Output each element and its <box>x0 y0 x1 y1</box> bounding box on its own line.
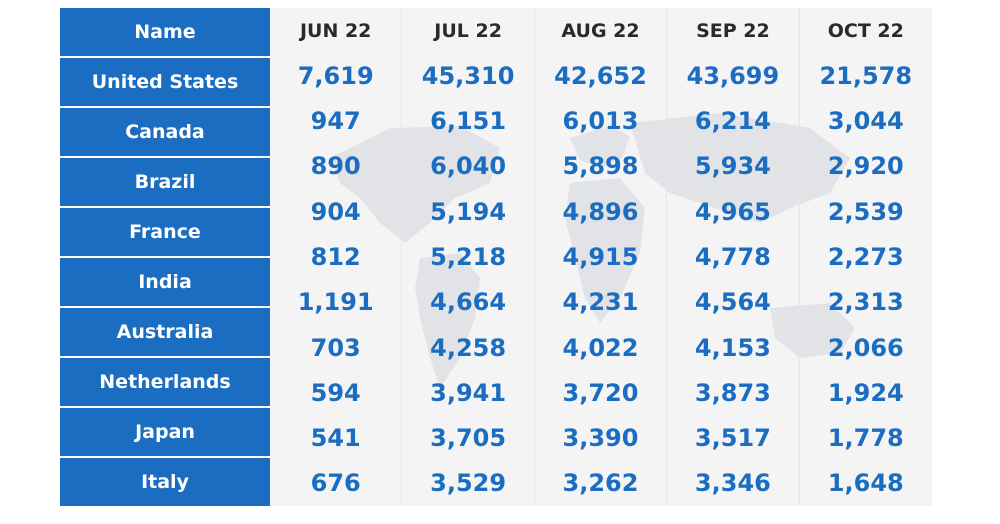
data-table: Name United States Canada Brazil France … <box>60 8 932 508</box>
value-cell: 1,648 <box>827 469 904 498</box>
value-cell: 3,720 <box>535 370 668 416</box>
value-cell: 890 <box>270 143 403 190</box>
value-cell: 4,564 <box>667 279 800 325</box>
value-cell: 4,258 <box>402 324 535 371</box>
value-cell: 3,390 <box>535 415 668 461</box>
month-header: JUL 22 <box>402 8 535 54</box>
value-cell: 904 <box>270 189 403 235</box>
value-cell: 3,517 <box>667 415 800 461</box>
value-cell: 4,153 <box>667 324 800 371</box>
value-cell: 6,013 <box>535 98 668 144</box>
value-cell: 2,920 <box>827 152 904 181</box>
value-cell: 2,066 <box>827 333 904 362</box>
value-cell: 6,151 <box>402 98 535 144</box>
value-cell: 3,873 <box>667 370 800 416</box>
row-name: United States <box>60 58 270 106</box>
value-cell: 3,941 <box>402 370 535 416</box>
value-cell: 947 <box>270 98 403 144</box>
data-area: JUN 22 JUL 22 AUG 22 SEP 22 OCT 22 7,619 45,31… <box>270 8 932 506</box>
value-cell: 42,652 <box>535 53 668 99</box>
values-grid: JUN 22 JUL 22 AUG 22 SEP 22 OCT 22 7,619 45,31… <box>270 8 932 506</box>
value-cell: 4,896 <box>535 189 668 235</box>
value-cell: 3,262 <box>535 460 668 506</box>
name-header: Name <box>60 8 270 56</box>
value-cell: 6,214 <box>667 98 800 144</box>
value-cell: 1,924 <box>827 378 904 407</box>
row-name: Netherlands <box>60 358 270 406</box>
value-cell: 21,578 <box>819 61 913 90</box>
row-name: Japan <box>60 408 270 456</box>
world-map-background <box>330 113 855 388</box>
value-cell: 4,915 <box>535 234 668 280</box>
value-cell: 3,346 <box>667 460 800 506</box>
value-cell: 6,040 <box>402 143 535 190</box>
value-cell: 4,231 <box>535 279 668 325</box>
month-header: OCT 22 <box>827 19 904 42</box>
value-cell: 541 <box>270 415 403 461</box>
value-cell: 7,619 <box>270 53 403 99</box>
month-header: SEP 22 <box>667 8 800 54</box>
value-cell: 2,313 <box>827 288 904 317</box>
value-cell: 4,022 <box>535 324 668 371</box>
value-cell: 4,664 <box>402 279 535 325</box>
value-cell: 2,539 <box>827 197 904 226</box>
value-cell: 812 <box>270 234 403 280</box>
value-cell: 4,778 <box>667 234 800 280</box>
month-header: JUN 22 <box>270 8 403 54</box>
row-name: Canada <box>60 108 270 156</box>
row-name: Australia <box>60 308 270 356</box>
value-cell: 594 <box>270 370 403 416</box>
row-name: India <box>60 258 270 306</box>
value-cell: 1,778 <box>827 424 904 453</box>
value-cell: 703 <box>270 324 403 371</box>
value-cell: 5,898 <box>535 143 668 190</box>
value-cell: 4,965 <box>667 189 800 235</box>
value-cell: 5,934 <box>667 143 800 190</box>
row-name: France <box>60 208 270 256</box>
value-cell: 3,705 <box>402 415 535 461</box>
value-cell: 5,218 <box>402 234 535 280</box>
value-cell: 3,044 <box>827 107 904 136</box>
value-cell: 676 <box>270 460 403 506</box>
value-cell: 2,273 <box>827 242 904 271</box>
value-cell: 3,529 <box>402 460 535 506</box>
value-cell: 1,191 <box>270 279 403 325</box>
name-column: Name United States Canada Brazil France … <box>60 8 270 506</box>
value-cell: 45,310 <box>402 53 535 99</box>
row-name: Brazil <box>60 158 270 206</box>
month-header: AUG 22 <box>535 8 668 54</box>
value-cell: 43,699 <box>667 53 800 99</box>
value-cell: 5,194 <box>402 189 535 235</box>
row-name: Italy <box>60 458 270 506</box>
